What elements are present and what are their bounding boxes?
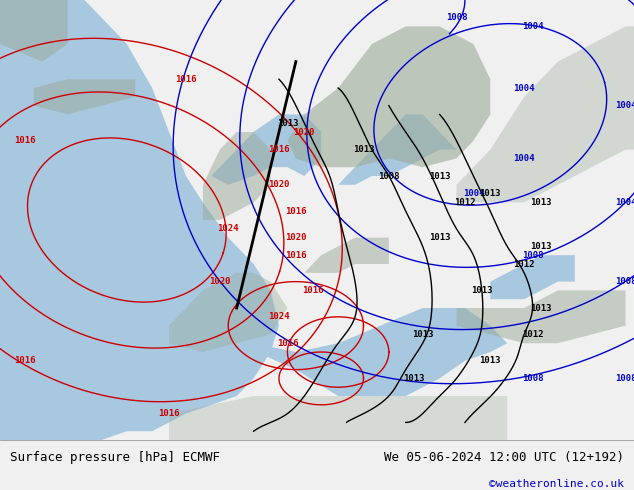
Text: 1012: 1012 xyxy=(454,198,476,207)
Text: 1013: 1013 xyxy=(530,198,552,207)
Polygon shape xyxy=(490,255,575,299)
Text: 1012: 1012 xyxy=(522,330,543,339)
Text: 1013: 1013 xyxy=(530,242,552,251)
Text: Surface pressure [hPa] ECMWF: Surface pressure [hPa] ECMWF xyxy=(10,451,219,464)
Polygon shape xyxy=(236,308,507,396)
Polygon shape xyxy=(169,396,507,440)
Text: 1008: 1008 xyxy=(522,374,543,383)
Text: 1016: 1016 xyxy=(175,74,197,84)
Text: 1013: 1013 xyxy=(530,303,552,313)
Text: 1013: 1013 xyxy=(276,119,298,128)
Polygon shape xyxy=(169,273,287,352)
Text: 1004: 1004 xyxy=(615,101,634,110)
Text: 1016: 1016 xyxy=(15,136,36,146)
Text: 1024: 1024 xyxy=(217,224,239,233)
Text: 1013: 1013 xyxy=(429,172,450,180)
Polygon shape xyxy=(304,238,389,273)
Text: 1013: 1013 xyxy=(353,145,374,154)
Text: 1008: 1008 xyxy=(446,13,467,22)
Text: 1004: 1004 xyxy=(514,83,535,93)
Polygon shape xyxy=(34,79,135,114)
Polygon shape xyxy=(0,0,68,62)
Text: 1016: 1016 xyxy=(158,409,180,418)
Polygon shape xyxy=(287,26,490,167)
Text: 1016: 1016 xyxy=(302,286,323,295)
Text: 1012: 1012 xyxy=(514,260,535,269)
Text: 1013: 1013 xyxy=(412,330,434,339)
Polygon shape xyxy=(338,114,456,185)
Text: 1013: 1013 xyxy=(479,356,501,366)
Text: 1016: 1016 xyxy=(276,339,298,348)
Text: 1008: 1008 xyxy=(615,374,634,383)
Text: 1016: 1016 xyxy=(285,207,307,216)
Polygon shape xyxy=(456,291,626,343)
Text: 1013: 1013 xyxy=(471,286,493,295)
Text: 1020: 1020 xyxy=(294,127,315,137)
Text: 1020: 1020 xyxy=(209,277,231,286)
Text: 1020: 1020 xyxy=(285,233,307,242)
Text: 1008: 1008 xyxy=(522,251,543,260)
Text: 1016: 1016 xyxy=(268,145,290,154)
Text: 1016: 1016 xyxy=(15,356,36,366)
Text: 1004: 1004 xyxy=(522,22,543,31)
Text: 1008: 1008 xyxy=(615,277,634,286)
Polygon shape xyxy=(456,26,634,202)
Text: 1004: 1004 xyxy=(514,154,535,163)
Text: We 05-06-2024 12:00 UTC (12+192): We 05-06-2024 12:00 UTC (12+192) xyxy=(384,451,624,464)
Text: ©weatheronline.co.uk: ©weatheronline.co.uk xyxy=(489,479,624,489)
Text: 1024: 1024 xyxy=(268,312,290,321)
Text: 1020: 1020 xyxy=(268,180,290,189)
Text: 1016: 1016 xyxy=(285,251,307,260)
Text: 1013: 1013 xyxy=(403,374,425,383)
Polygon shape xyxy=(0,0,279,440)
Polygon shape xyxy=(203,132,271,220)
Text: 1008: 1008 xyxy=(378,172,399,180)
Text: 1004: 1004 xyxy=(615,198,634,207)
Polygon shape xyxy=(211,114,321,185)
Text: 1004: 1004 xyxy=(463,189,484,198)
Text: 1013: 1013 xyxy=(479,189,501,198)
Text: 1013: 1013 xyxy=(429,233,450,242)
